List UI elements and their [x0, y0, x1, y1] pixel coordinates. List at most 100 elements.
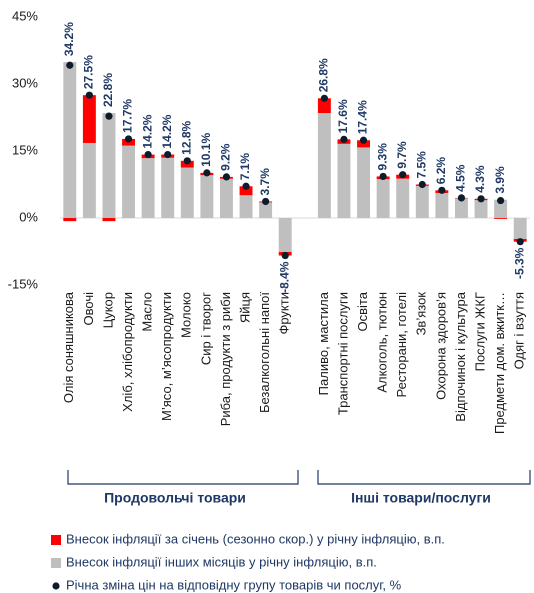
- x-tick-label: Хліб, хлібопродукти: [120, 292, 135, 412]
- dot: [399, 171, 407, 179]
- bar-segment: [513, 218, 527, 239]
- bar-segment: [102, 113, 116, 218]
- dot: [262, 197, 270, 206]
- dot: [183, 157, 191, 165]
- x-tick-label: Алкоголь, тютюн: [375, 292, 390, 393]
- x-tick-label: Масло: [140, 292, 155, 332]
- value-label: 6.2%: [434, 157, 448, 185]
- y-tick-label: 30%: [12, 75, 38, 90]
- value-label: 9.2%: [219, 143, 233, 171]
- value-label: 9.7%: [395, 141, 409, 169]
- x-tick-label: Освіта: [355, 291, 370, 331]
- x-tick-label: Транспортні послуги: [335, 292, 350, 415]
- dot: [438, 186, 446, 194]
- bar-segment: [82, 95, 96, 143]
- bar-segment: [239, 186, 253, 196]
- x-tick-label: Одяг і взуття: [512, 292, 527, 369]
- y-tick-label: 15%: [12, 142, 38, 157]
- value-label: 4.3%: [473, 165, 487, 193]
- value-label: 7.1%: [238, 153, 252, 181]
- value-label: 22.8%: [101, 73, 115, 107]
- dot: [144, 150, 152, 159]
- legend-swatch: [51, 558, 61, 568]
- value-label: 14.2%: [140, 114, 154, 148]
- legend-label: Внесок інфляції інших місяців у річну ін…: [66, 554, 377, 569]
- value-label: 4.5%: [454, 164, 468, 192]
- x-tick-label: Паливо, мастила: [316, 291, 331, 395]
- dot: [359, 136, 368, 144]
- dot: [516, 238, 524, 246]
- bar-segment: [161, 157, 175, 218]
- x-tick-label: Сир і творог: [198, 292, 213, 365]
- value-label: 17.7%: [121, 99, 135, 133]
- value-label: 3.9%: [493, 166, 507, 194]
- value-label: 27.5%: [82, 55, 96, 89]
- bar-segment: [219, 178, 233, 218]
- dot: [477, 195, 485, 203]
- bar-segment: [259, 202, 273, 218]
- y-tick-label: 45%: [12, 8, 38, 23]
- bar-segment: [454, 198, 468, 218]
- x-tick-label: Охорона здоров’я: [433, 292, 448, 400]
- value-label: 3.7%: [258, 168, 272, 196]
- bar-segment: [141, 158, 155, 218]
- x-tick-label: М’ясо, м’ясопродукти: [159, 292, 174, 421]
- value-label: 14.2%: [160, 114, 174, 148]
- group-bracket: [67, 470, 299, 485]
- x-tick-label: Послуги ЖКГ: [472, 292, 487, 371]
- x-tick-label: Цукор: [100, 292, 115, 328]
- x-tick-label: Відпочинок і культура: [453, 291, 468, 421]
- bar-segment: [376, 179, 390, 218]
- bar-segment: [200, 175, 214, 218]
- value-label: 17.6%: [336, 99, 350, 133]
- x-tick-label: Зв’язок: [414, 292, 429, 336]
- x-tick-label: Олія соняшникова: [61, 291, 76, 403]
- dot: [242, 182, 250, 190]
- bar-segment: [82, 142, 96, 218]
- value-label: 17.4%: [356, 100, 370, 134]
- x-tick-label: Предмети дом. вжитк…: [492, 292, 507, 434]
- dot: [164, 150, 172, 159]
- bar-segment: [63, 62, 77, 218]
- dot: [497, 196, 505, 205]
- legend-label: Річна зміна цін на відповідну групу това…: [66, 577, 402, 592]
- dot: [222, 173, 231, 181]
- group-bracket: [317, 470, 531, 485]
- value-label: 12.8%: [179, 120, 193, 154]
- legend-swatch: [52, 582, 60, 590]
- dot: [320, 94, 328, 102]
- value-label: -5.3%: [512, 247, 526, 279]
- bar-segment: [396, 178, 410, 218]
- bar-segment: [474, 200, 488, 218]
- bar-segment: [317, 113, 331, 218]
- bar-segment: [63, 218, 77, 222]
- value-label: 34.2%: [62, 22, 76, 56]
- dot: [85, 91, 93, 99]
- bar-segment: [415, 185, 429, 218]
- legend-swatch: [51, 535, 61, 545]
- bar-segment: [239, 195, 253, 218]
- x-tick-label: Молоко: [179, 292, 194, 338]
- dot: [124, 135, 133, 143]
- value-label: 9.3%: [375, 143, 389, 171]
- bar-segment: [435, 192, 449, 218]
- y-tick-label: 0%: [19, 209, 38, 224]
- bar-segment: [317, 98, 331, 114]
- dot: [281, 251, 289, 260]
- group-label: Інші товари/послуги: [351, 490, 491, 506]
- x-tick-label: Яйця: [237, 292, 252, 323]
- value-label: 10.1%: [199, 133, 213, 167]
- dot: [379, 172, 387, 181]
- x-tick-label: Ресторани, готелі: [394, 292, 409, 398]
- x-tick-label: Безалкогольні напої: [257, 292, 272, 413]
- dot: [66, 61, 74, 69]
- bar-segment: [180, 167, 194, 218]
- bar-segment: [337, 143, 351, 218]
- dot: [418, 180, 426, 189]
- bar-segment: [357, 147, 371, 218]
- bar-segment: [494, 218, 508, 219]
- group-label: Продовольчі товари: [104, 490, 246, 506]
- value-label: 26.8%: [317, 58, 331, 92]
- bar-segment: [494, 199, 508, 218]
